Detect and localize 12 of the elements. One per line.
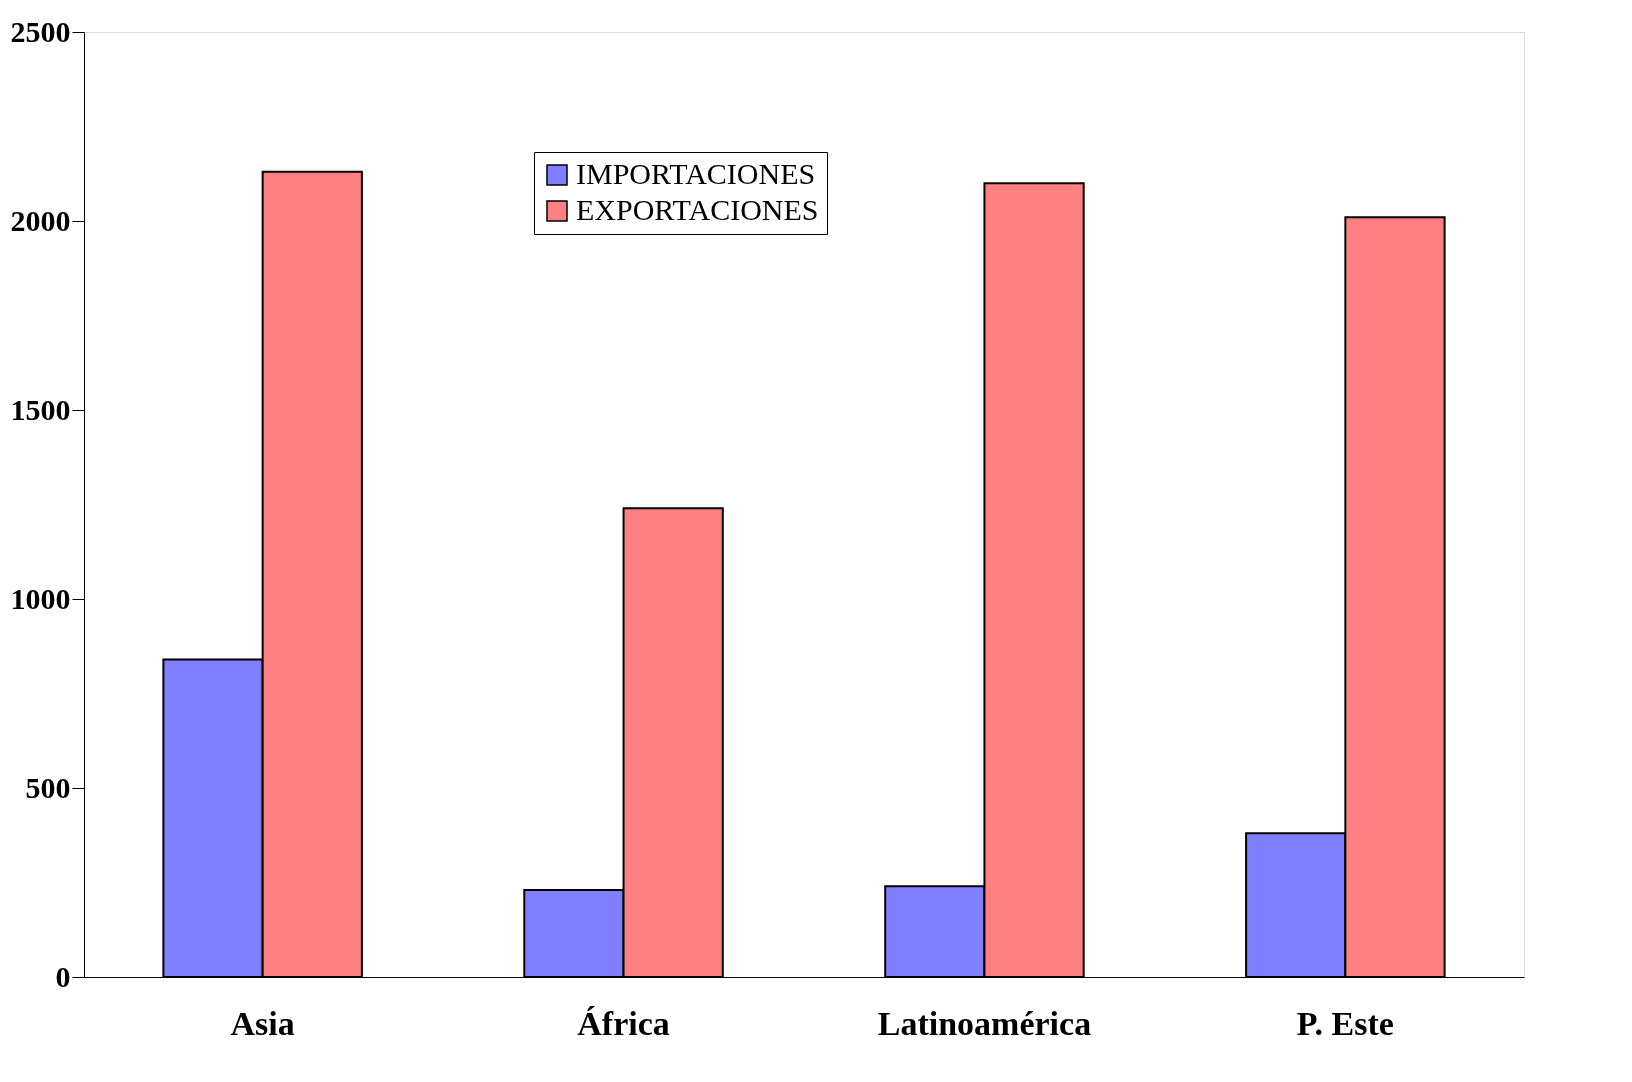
y-tick-label: 2000: [10, 203, 71, 237]
y-tick-label: 1000: [10, 581, 71, 615]
x-tick-label: África: [577, 1004, 670, 1042]
y-tick-label: 500: [25, 770, 71, 804]
legend-label: EXPORTACIONES: [576, 193, 819, 226]
y-tick-label: 2500: [10, 14, 71, 48]
x-tick-label: Latinoamérica: [877, 1004, 1092, 1042]
x-tick-label: P. Este: [1296, 1004, 1394, 1042]
y-tick-label: 1500: [10, 392, 71, 426]
x-tick-label: Asia: [230, 1004, 295, 1042]
legend-label: IMPORTACIONES: [576, 157, 816, 190]
y-tick-label: 0: [55, 959, 71, 993]
